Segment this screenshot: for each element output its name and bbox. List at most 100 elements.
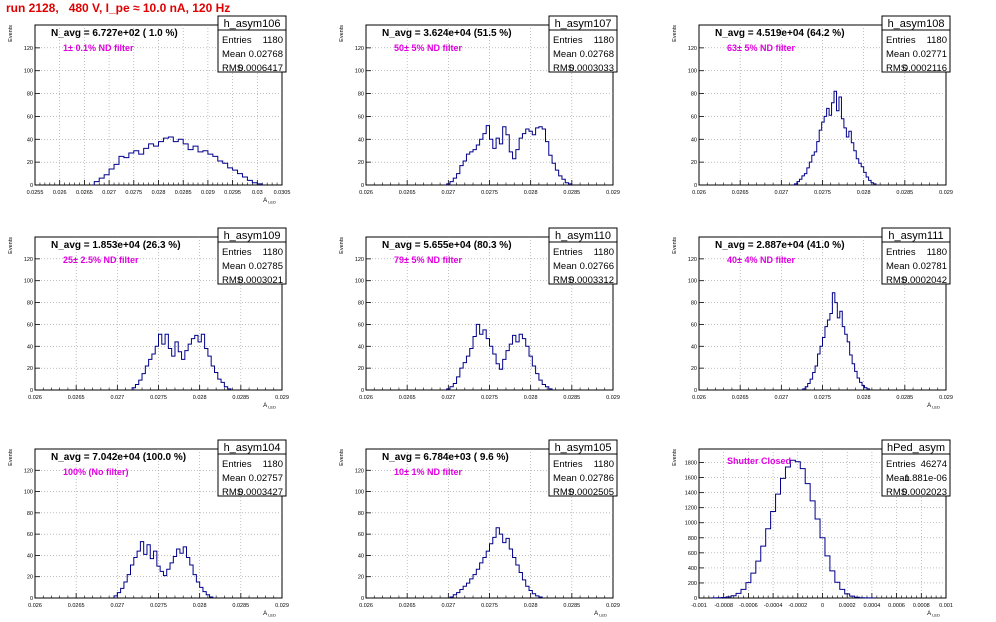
y-tick-label: 0 bbox=[361, 388, 364, 394]
histogram-series bbox=[131, 333, 232, 390]
y-tick-label: 40 bbox=[27, 344, 33, 350]
y-axis-title: Events bbox=[672, 25, 678, 42]
stats-value: -1.881e-06 bbox=[901, 473, 947, 484]
filter-annotation: Shutter Closed bbox=[727, 456, 791, 466]
x-tick-label: 0.027 bbox=[774, 190, 788, 196]
x-tick-label: 0.0295 bbox=[224, 190, 241, 196]
stats-box bbox=[217, 439, 287, 497]
y-tick-label: 0 bbox=[30, 183, 33, 189]
y-tick-label: 120 bbox=[24, 46, 33, 52]
filter-annotation: 40± 4% ND filter bbox=[727, 255, 795, 265]
histogram-series bbox=[794, 90, 877, 185]
y-axis-title: Events bbox=[8, 25, 14, 42]
y-tick-label: 40 bbox=[27, 553, 33, 559]
y-axis-title: Events bbox=[339, 25, 345, 42]
x-tick-label: 0.027 bbox=[110, 603, 124, 609]
stats-value: 0.02771 bbox=[913, 49, 947, 60]
x-tick-label: 0.001 bbox=[939, 603, 953, 609]
y-tick-label: 1000 bbox=[685, 521, 697, 527]
stats-value: 0.02768 bbox=[580, 49, 614, 60]
y-tick-label: 60 bbox=[691, 322, 697, 328]
x-tick-label: -0.0006 bbox=[739, 603, 758, 609]
y-tick-label: 1200 bbox=[685, 506, 697, 512]
stats-value: 1180 bbox=[263, 247, 283, 258]
y-tick-label: 80 bbox=[358, 92, 364, 98]
x-tick-label: 0.029 bbox=[939, 395, 953, 401]
x-axis-title: A LED bbox=[927, 611, 940, 618]
stats-value: 0.02786 bbox=[580, 473, 614, 484]
y-tick-label: 100 bbox=[355, 279, 364, 285]
y-tick-label: 20 bbox=[27, 366, 33, 372]
filter-annotation: 25± 2.5% ND filter bbox=[63, 255, 139, 265]
x-tick-label: 0.026 bbox=[692, 190, 706, 196]
x-tick-label: 0.029 bbox=[606, 395, 620, 401]
y-tick-label: 600 bbox=[688, 551, 697, 557]
histogram-panel-h_asym104: 0.026 0.0265 0.027 0.0275 0.028 0.0285 0.029 0 2… bbox=[8, 439, 289, 618]
stats-box bbox=[881, 227, 951, 285]
histogram-series bbox=[710, 459, 875, 599]
x-tick-label: 0.028 bbox=[152, 190, 166, 196]
x-tick-label: 0.0285 bbox=[232, 603, 249, 609]
stats-box bbox=[217, 15, 287, 73]
stats-key: Entries bbox=[222, 247, 252, 258]
y-tick-label: 120 bbox=[355, 46, 364, 52]
x-tick-label: -0.0002 bbox=[788, 603, 807, 609]
y-tick-label: 0 bbox=[361, 183, 364, 189]
stats-title: h_asym109 bbox=[224, 230, 281, 242]
stats-value: 1180 bbox=[594, 459, 614, 470]
y-tick-label: 40 bbox=[358, 137, 364, 143]
x-tick-label: 0.026 bbox=[359, 395, 373, 401]
x-tick-label: 0.029 bbox=[275, 603, 289, 609]
y-axis-title: Events bbox=[8, 449, 14, 466]
stats-key: Entries bbox=[222, 35, 252, 46]
x-axis-title: A LED bbox=[594, 611, 607, 618]
stats-key: Mean bbox=[886, 49, 910, 60]
y-tick-label: 60 bbox=[27, 532, 33, 538]
n-avg-label: N_avg = 1.853e+04 (26.3 %) bbox=[51, 240, 181, 251]
x-tick-label: 0.026 bbox=[53, 190, 67, 196]
x-tick-label: 0.0265 bbox=[68, 395, 85, 401]
x-tick-label: 0.028 bbox=[857, 190, 871, 196]
stats-title: hPed_asym bbox=[887, 442, 945, 454]
n-avg-label: N_avg = 3.624e+04 (51.5 %) bbox=[382, 28, 512, 39]
stats-key: RMS bbox=[222, 63, 243, 74]
y-tick-label: 400 bbox=[688, 566, 697, 572]
x-tick-label: 0.0285 bbox=[896, 395, 913, 401]
x-tick-label: 0.028 bbox=[193, 395, 207, 401]
x-tick-label: 0.0285 bbox=[563, 395, 580, 401]
y-tick-label: 40 bbox=[691, 137, 697, 143]
stats-title: h_asym106 bbox=[224, 18, 281, 30]
stats-box bbox=[881, 439, 951, 497]
stats-key: RMS bbox=[886, 63, 907, 74]
y-tick-label: 60 bbox=[358, 532, 364, 538]
x-tick-label: 0.027 bbox=[110, 395, 124, 401]
y-tick-label: 100 bbox=[355, 490, 364, 496]
x-tick-label: 0.0275 bbox=[814, 395, 831, 401]
y-tick-label: 1400 bbox=[685, 491, 697, 497]
y-tick-label: 20 bbox=[358, 366, 364, 372]
y-tick-label: 80 bbox=[691, 301, 697, 307]
stats-value: 0.0002116 bbox=[903, 63, 947, 74]
x-tick-label: 0.0265 bbox=[732, 395, 749, 401]
stats-key: RMS bbox=[886, 275, 907, 286]
stats-key: Mean bbox=[886, 261, 910, 272]
y-tick-label: 1800 bbox=[685, 461, 697, 467]
stats-title: h_asym111 bbox=[888, 230, 943, 242]
histogram-panel-h_asym105: 0.026 0.0265 0.027 0.0275 0.028 0.0285 0.029 0 2… bbox=[339, 439, 620, 618]
y-tick-label: 80 bbox=[358, 511, 364, 517]
stats-key: Entries bbox=[222, 459, 252, 470]
y-tick-label: 120 bbox=[24, 468, 33, 474]
histogram-panel-h_asym108: 0.026 0.0265 0.027 0.0275 0.028 0.0285 0.029 0 2… bbox=[672, 15, 953, 196]
x-tick-label: 0.028 bbox=[524, 190, 538, 196]
stats-value: 0.0002505 bbox=[569, 487, 614, 498]
y-axis-title: Events bbox=[339, 449, 345, 466]
stats-value: 1180 bbox=[927, 35, 947, 46]
x-tick-label: 0.0255 bbox=[27, 190, 44, 196]
stats-value: 0.0006417 bbox=[238, 63, 283, 74]
y-tick-label: 80 bbox=[691, 92, 697, 98]
y-tick-label: 1600 bbox=[685, 476, 697, 482]
run-title: run 2128, 480 V, I_pe ≈ 10.0 nA, 120 Hz bbox=[6, 1, 231, 15]
x-tick-label: 0.03 bbox=[252, 190, 263, 196]
x-tick-label: 0.0275 bbox=[150, 603, 167, 609]
